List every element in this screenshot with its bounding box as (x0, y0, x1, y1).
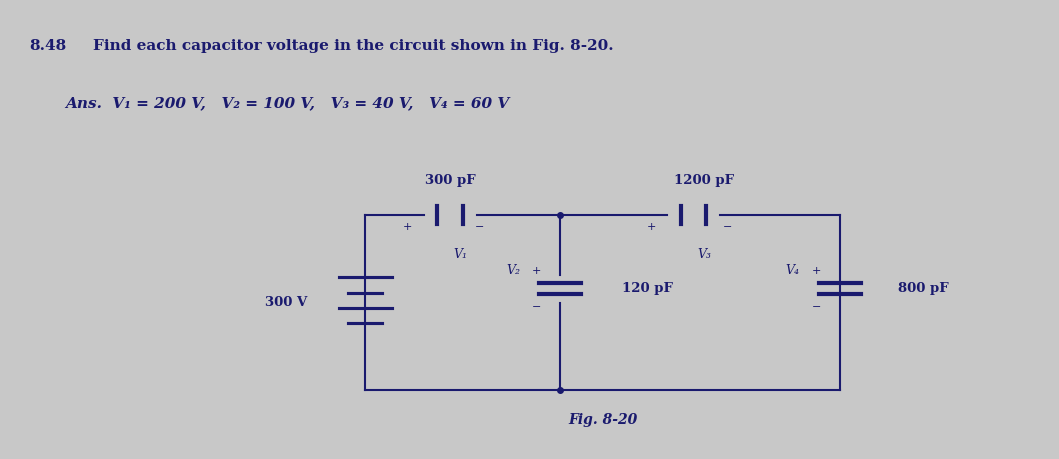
Text: Ans.  V₁ = 200 V,   V₂ = 100 V,   V₃ = 40 V,   V₄ = 60 V: Ans. V₁ = 200 V, V₂ = 100 V, V₃ = 40 V, … (66, 96, 509, 111)
Text: +: + (812, 266, 821, 275)
Text: +: + (647, 222, 656, 232)
Text: +: + (533, 266, 541, 275)
Text: V₄: V₄ (786, 264, 800, 277)
Text: 800 pF: 800 pF (898, 282, 949, 296)
Text: −: − (475, 222, 484, 232)
Text: −: − (533, 302, 541, 312)
Text: −: − (723, 222, 732, 232)
Text: 120 pF: 120 pF (622, 282, 672, 296)
Text: Fig. 8-20: Fig. 8-20 (568, 413, 638, 427)
Text: Find each capacitor voltage in the circuit shown in Fig. 8-20.: Find each capacitor voltage in the circu… (93, 39, 614, 53)
Text: −: − (812, 302, 821, 312)
Text: 300 pF: 300 pF (425, 174, 475, 187)
Text: +: + (403, 222, 412, 232)
Text: V₂: V₂ (506, 264, 520, 277)
Text: 300 V: 300 V (265, 296, 307, 309)
Text: V₁: V₁ (453, 248, 468, 261)
Text: V₃: V₃ (697, 248, 712, 261)
Text: 8.48: 8.48 (30, 39, 67, 53)
Text: 1200 pF: 1200 pF (675, 174, 734, 187)
